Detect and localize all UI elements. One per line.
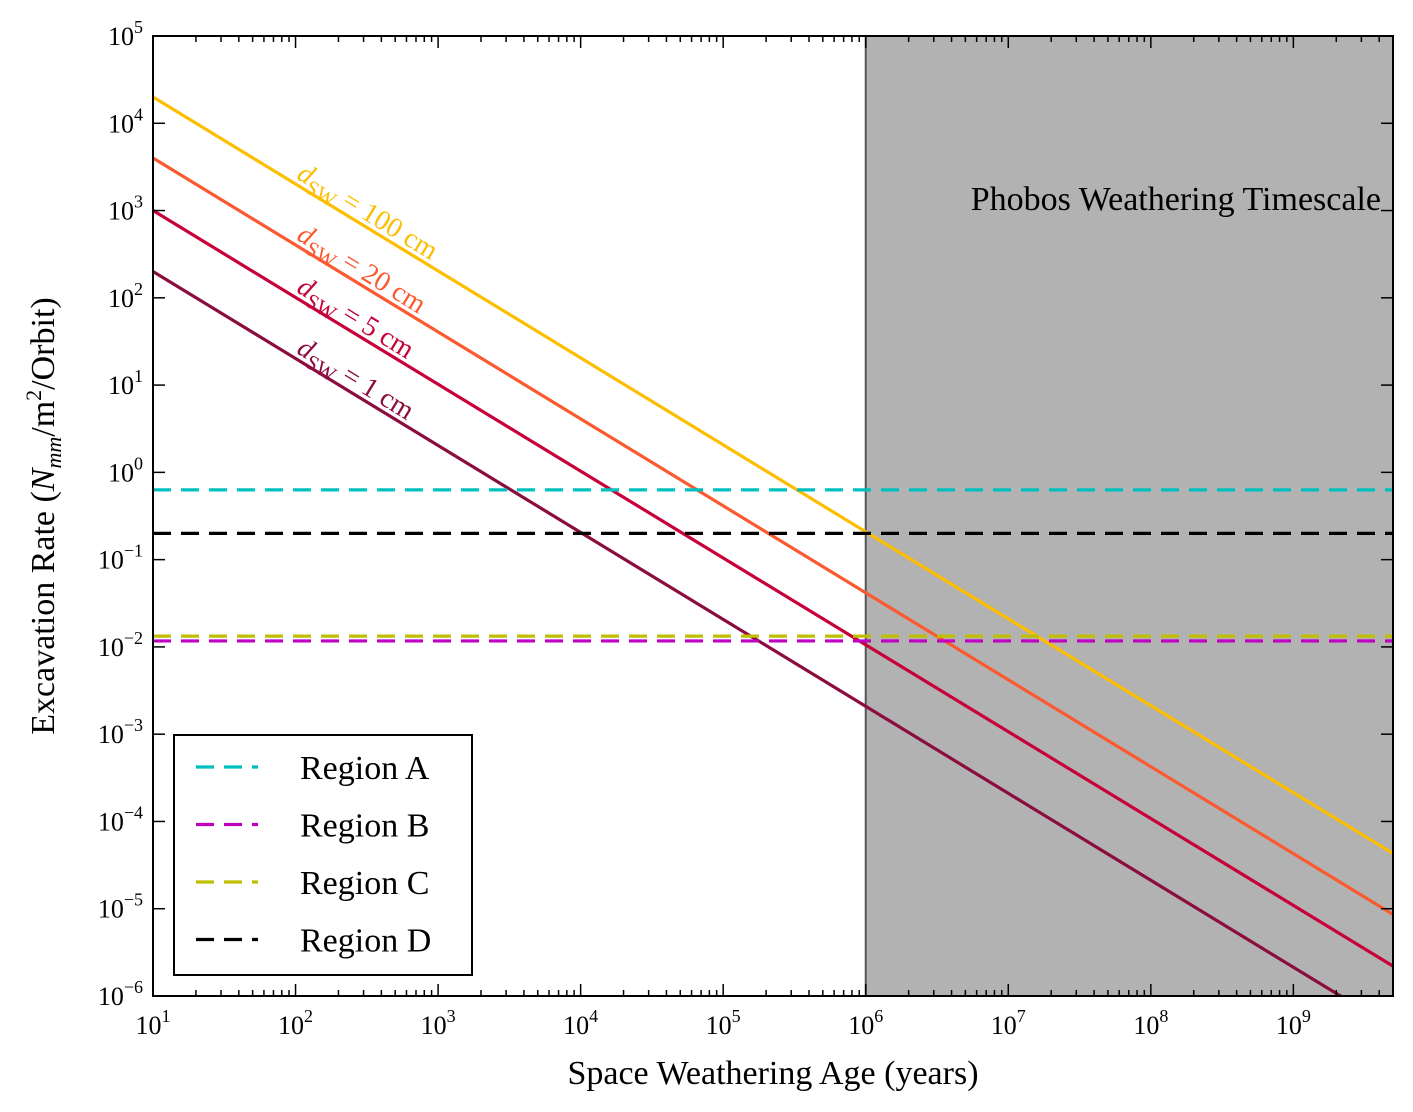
- x-tick-label: 109: [1276, 1006, 1311, 1040]
- x-tick-label: 107: [991, 1006, 1026, 1040]
- legend-label: Region A: [300, 750, 430, 787]
- y-tick-label: 103: [108, 192, 143, 226]
- x-tick-label: 103: [421, 1006, 456, 1040]
- legend-box: [173, 734, 473, 976]
- y-tick-label: 105: [108, 17, 143, 51]
- x-tick-label: 106: [848, 1006, 883, 1040]
- y-tick-label: 10−6: [98, 977, 143, 1011]
- y-tick-label: 10−4: [98, 802, 143, 836]
- y-axis-title: Excavation Rate (Nmm/m2/Orbit): [21, 297, 66, 734]
- weathering-timescale-label: Phobos Weathering Timescale: [971, 181, 1381, 218]
- series-line-1: [153, 95, 1393, 855]
- legend-label: Region D: [300, 923, 431, 960]
- series-line-4: [153, 270, 1344, 996]
- legend-label: Region B: [300, 808, 429, 845]
- y-tick-label: 102: [108, 279, 143, 313]
- x-tick-label: 105: [706, 1006, 741, 1040]
- x-axis-title: Space Weathering Age (years): [567, 1055, 978, 1092]
- y-tick-label: 10−5: [98, 890, 143, 924]
- y-tick-label: 10−3: [98, 715, 143, 749]
- y-tick-label: 100: [108, 453, 143, 487]
- x-tick-label: 108: [1133, 1006, 1168, 1040]
- y-tick-label: 10−2: [98, 628, 143, 662]
- y-tick-label: 10−1: [98, 541, 143, 575]
- y-axis: 105 104 103 102 101 100 10−1 10−2 10−3 10−4 10−5 10…: [98, 17, 143, 1011]
- legend: Region A Region B Region C Region D: [173, 734, 473, 976]
- x-tick-label: 104: [563, 1006, 598, 1040]
- x-tick-label: 101: [136, 1006, 171, 1040]
- y-tick-label: 104: [108, 104, 143, 138]
- x-axis: 101 102 103 104 105 106 107 108 109: [136, 1006, 1311, 1040]
- y-tick-label: 101: [108, 366, 143, 400]
- legend-label: Region C: [300, 865, 429, 902]
- plot-frame: [152, 35, 1394, 997]
- series-line-2: [153, 156, 1393, 916]
- x-tick-label: 102: [278, 1006, 313, 1040]
- weathering-timescale-region: [865, 36, 1393, 996]
- series-line-3: [153, 209, 1393, 968]
